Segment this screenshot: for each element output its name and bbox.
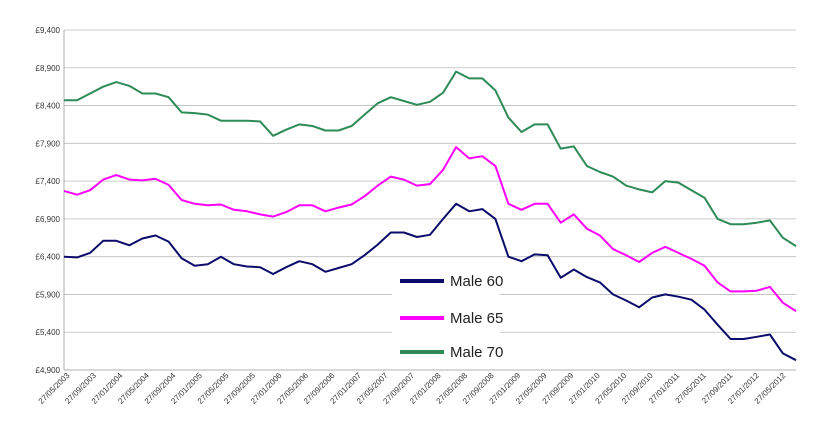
- series-line-male-60: [63, 202, 797, 362]
- y-tick-label: £6,400: [36, 253, 61, 262]
- x-axis-ticks: 27/05/200327/09/200327/01/200427/05/2004…: [37, 371, 788, 406]
- legend-label: Male 60: [450, 273, 503, 290]
- y-tick-label: £8,400: [36, 102, 61, 111]
- series-line-male-70: [64, 70, 797, 247]
- y-tick-label: £6,900: [36, 215, 61, 224]
- legend-label: Male 70: [450, 344, 503, 361]
- y-tick-label: £4,900: [36, 366, 61, 375]
- legend: Male 60 Male 65 Male 70: [392, 268, 503, 364]
- y-tick-label: £7,400: [36, 177, 61, 186]
- y-tick-label: £5,900: [36, 290, 61, 299]
- series-line-male-65: [63, 146, 797, 312]
- gridlines: [63, 29, 796, 371]
- y-tick-label: £8,900: [36, 64, 61, 73]
- y-tick-label: £5,400: [36, 328, 61, 337]
- series-lines: [63, 70, 797, 362]
- y-tick-label: £9,400: [36, 26, 61, 35]
- y-tick-label: £7,900: [36, 139, 61, 148]
- legend-label: Male 65: [450, 310, 503, 327]
- y-axis-ticks: £4,900 £5,400 £5,900 £6,400 £6,900 £7,400 £7,9…: [36, 26, 61, 375]
